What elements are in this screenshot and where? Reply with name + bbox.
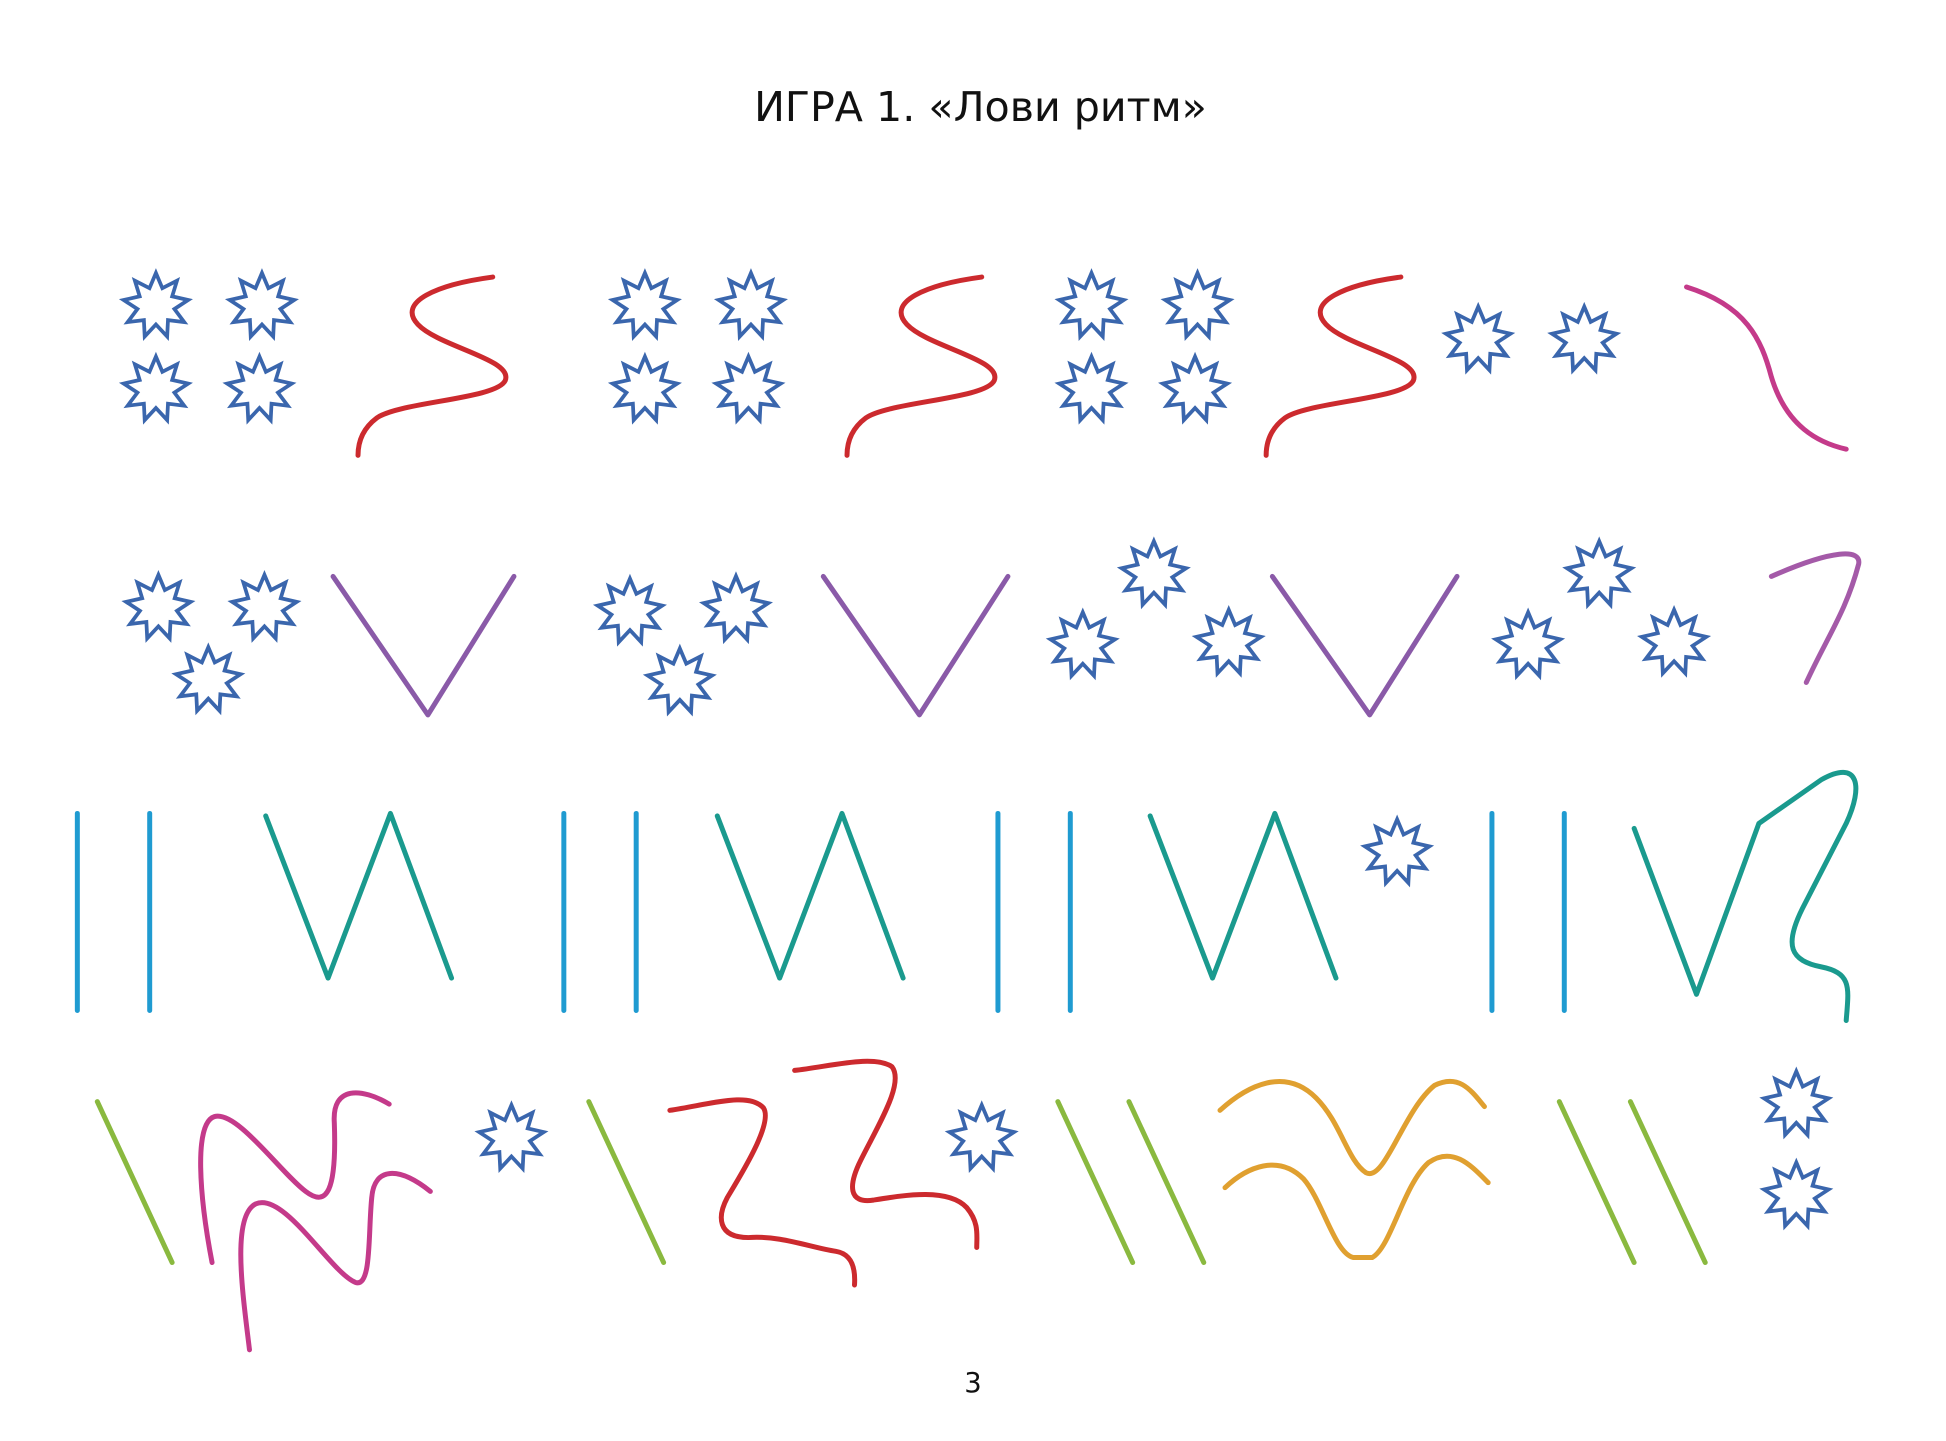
stroke-line: [330, 573, 517, 718]
stroke-line: [792, 1058, 980, 1251]
stroke-line: [844, 274, 998, 458]
stroke-line: [586, 1099, 667, 1266]
stroke-line: [238, 1170, 433, 1353]
stroke-line: [714, 810, 906, 981]
stroke-line: [263, 810, 455, 981]
stroke-line: [1147, 810, 1339, 981]
stroke-line: [1627, 1099, 1708, 1266]
stroke-line: [1126, 1099, 1207, 1266]
stroke-line: [1684, 284, 1849, 452]
stroke-line: [1556, 1099, 1637, 1266]
stroke-line: [355, 274, 509, 458]
rhythm-shapes: [74, 271, 1862, 1353]
stroke-line: [1222, 1153, 1491, 1261]
stroke-line: [1631, 769, 1859, 1024]
stroke-line: [1269, 573, 1460, 718]
stroke-line: [198, 1090, 392, 1266]
stroke-line: [1263, 274, 1417, 458]
stroke-line: [1217, 1078, 1487, 1177]
title: ИГРА 1. «Лови ритм»: [754, 83, 1207, 131]
stroke-line: [1768, 551, 1862, 685]
stroke-line: [667, 1097, 858, 1288]
stroke-line: [820, 573, 1011, 718]
page-number: 3: [964, 1368, 981, 1399]
stroke-line: [1055, 1099, 1136, 1266]
stroke-line: [94, 1099, 175, 1266]
